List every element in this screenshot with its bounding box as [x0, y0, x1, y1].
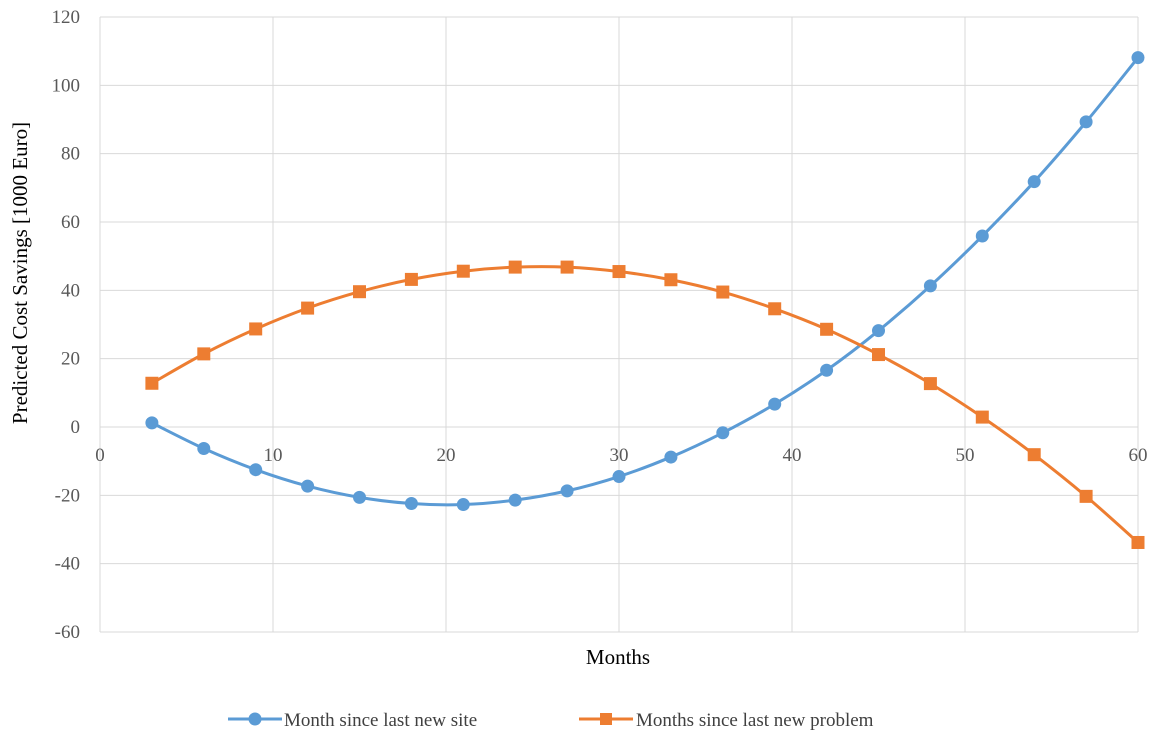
legend: Month since last new site Months since l… [228, 710, 874, 731]
point-s1-5 [404, 272, 418, 286]
x-tick-label-6: 60 [1129, 445, 1148, 466]
point-s0-3 [301, 479, 315, 493]
point-s1-15 [923, 377, 937, 391]
x-tick-label-3: 30 [610, 445, 629, 466]
point-s1-11 [716, 285, 730, 299]
legend-item-1: Months since last new problem [579, 710, 874, 731]
series-line-0 [151, 56, 1140, 507]
point-s1-4 [353, 285, 366, 299]
point-s0-11 [716, 426, 730, 440]
legend-label-0: Month since last new site [284, 710, 477, 731]
y-tick-labels: -60 -40 -20 0 20 40 60 80 100 120 [52, 7, 81, 643]
point-s1-7 [508, 260, 522, 274]
series-1 [145, 260, 1145, 549]
point-s0-5 [404, 497, 418, 511]
x-tick-label-4: 40 [783, 445, 802, 466]
point-s1-18 [1079, 489, 1093, 503]
legend-marker-0 [248, 712, 262, 726]
point-s0-0 [145, 416, 159, 430]
series-layer [145, 51, 1145, 549]
point-s1-17 [1027, 448, 1041, 462]
point-s0-14 [872, 324, 885, 338]
point-s1-19 [1131, 535, 1145, 549]
point-s1-3 [301, 301, 315, 315]
legend-item-0: Month since last new site [228, 710, 477, 731]
x-axis-title: Months [586, 645, 650, 669]
point-s0-9 [612, 470, 626, 484]
series-line-1 [151, 265, 1139, 544]
legend-label-1: Months since last new problem [636, 710, 874, 731]
y-tick-label-9: 120 [52, 7, 81, 28]
point-s1-10 [664, 273, 678, 287]
point-s0-15 [923, 279, 937, 293]
point-s1-1 [197, 347, 211, 361]
y-tick-label-6: 60 [61, 212, 80, 233]
point-s0-17 [1027, 175, 1041, 189]
x-tick-label-2: 20 [437, 445, 456, 466]
x-tick-label-5: 50 [956, 445, 975, 466]
y-tick-label-4: 20 [61, 349, 80, 370]
y-tick-label-8: 100 [52, 75, 81, 96]
point-s0-16 [975, 229, 989, 243]
point-s0-10 [664, 450, 678, 464]
legend-marker-1 [600, 713, 612, 725]
point-s1-16 [975, 410, 989, 424]
point-s0-13 [820, 363, 834, 377]
x-tick-labels: 0 10 20 30 40 50 60 [95, 445, 1147, 466]
point-s0-1 [197, 442, 211, 456]
point-s1-13 [820, 322, 834, 336]
grid [99, 16, 1139, 633]
point-s1-9 [612, 265, 626, 279]
x-tick-label-0: 0 [95, 445, 105, 466]
point-s0-8 [560, 484, 574, 498]
y-tick-label-3: 0 [71, 417, 81, 438]
y-tick-label-0: -60 [55, 622, 80, 643]
y-tick-label-2: -20 [55, 485, 80, 506]
point-s1-8 [560, 260, 574, 274]
point-s0-19 [1131, 51, 1145, 65]
point-s0-7 [508, 493, 522, 507]
y-axis-title: Predicted Cost Savings [1000 Euro] [8, 122, 32, 424]
point-s1-14 [872, 348, 885, 362]
series-0 [145, 51, 1145, 512]
point-s0-6 [456, 498, 470, 512]
point-s1-12 [768, 302, 782, 316]
point-s1-2 [249, 322, 263, 336]
x-tick-label-1: 10 [264, 445, 283, 466]
y-tick-label-7: 80 [61, 144, 80, 165]
point-s0-18 [1079, 115, 1093, 129]
point-s0-4 [353, 490, 366, 504]
point-s0-12 [768, 397, 782, 411]
point-s0-2 [249, 463, 263, 477]
y-tick-label-1: -40 [55, 554, 80, 575]
point-s1-0 [145, 376, 159, 390]
point-s1-6 [456, 264, 470, 278]
y-tick-label-5: 40 [61, 280, 80, 301]
